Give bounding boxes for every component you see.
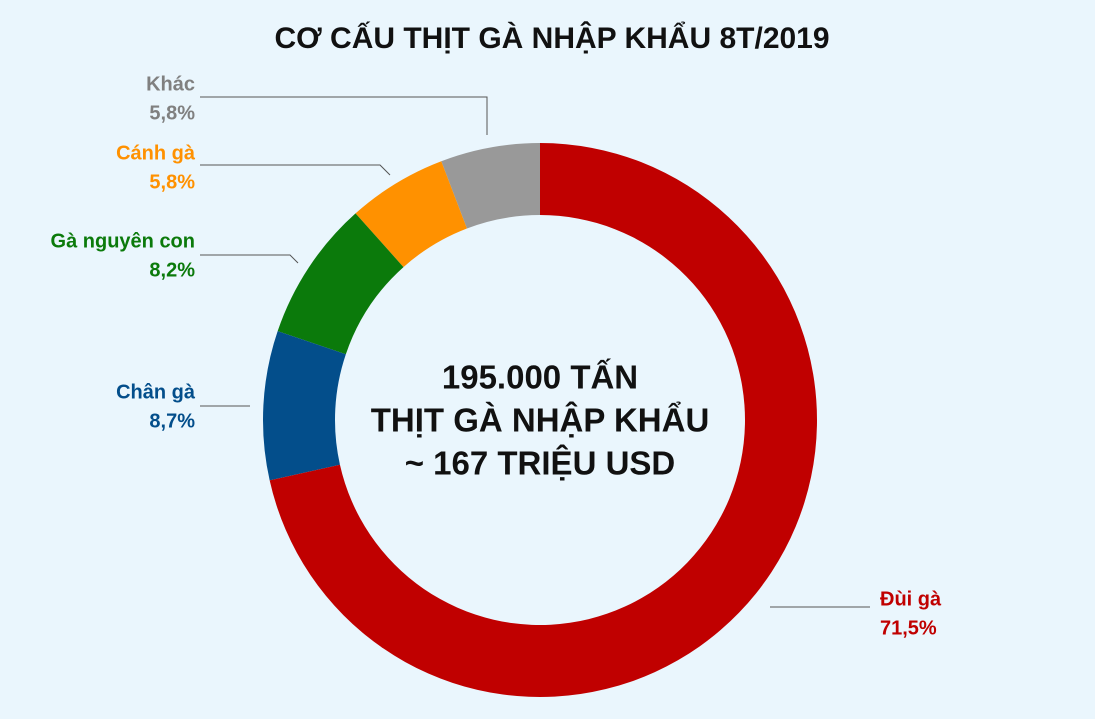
slice-label: Gà nguyên con [51, 230, 195, 252]
center-text: 195.000 TẤN [442, 359, 638, 396]
slice-label: Đùi gà [880, 588, 942, 610]
leader-line [200, 254, 299, 264]
slice-label: Khác [146, 73, 195, 95]
donut-slice [441, 143, 540, 229]
center-text: ~ 167 TRIỆU USD [405, 445, 676, 482]
chart-title: CƠ CẤU THỊT GÀ NHẬP KHẨU 8T/2019 [274, 21, 829, 55]
donut-slice [277, 213, 404, 355]
value-label: 8,7% [149, 410, 195, 432]
value-label: 5,8% [149, 102, 195, 124]
slice-label: Cánh gà [116, 142, 196, 164]
donut-slice [263, 331, 346, 481]
donut-slice [355, 161, 467, 268]
value-label: 5,8% [149, 171, 195, 193]
value-label: 8,2% [149, 259, 195, 281]
value-label: 71,5% [880, 617, 937, 639]
leader-line [200, 164, 391, 176]
slice-label: Chân gà [116, 381, 196, 403]
center-text: THỊT GÀ NHẬP KHẨU [371, 402, 710, 439]
leader-line [200, 96, 488, 135]
